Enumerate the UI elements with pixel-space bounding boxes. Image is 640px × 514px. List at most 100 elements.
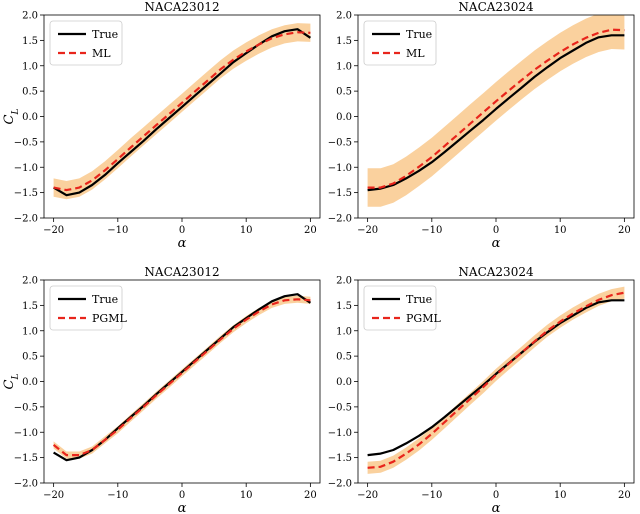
- data-point-ml: [233, 59, 235, 61]
- legend-label-ml: ML: [406, 47, 425, 60]
- data-point-true: [624, 300, 626, 302]
- chart-panel-2: −20 −10 0 10 20 −2.0 −1.5 −1.0 −0.5 0.0 0.5 1.0 1.5 2…: [328, 0, 635, 251]
- data-point-ml: [297, 32, 299, 34]
- y-tick-label: 1.0: [336, 61, 352, 72]
- data-point-ml: [117, 158, 119, 160]
- data-point-true: [598, 37, 600, 39]
- data-point-true: [367, 189, 369, 191]
- data-point-pgml: [220, 339, 222, 341]
- y-tick-label: 1.0: [22, 326, 38, 337]
- y-tick-label: −2.0: [14, 479, 38, 490]
- y-tick-label: 0.5: [22, 352, 38, 363]
- data-point-pgml: [405, 453, 407, 455]
- data-point-true: [457, 406, 459, 408]
- data-point-pgml: [53, 444, 55, 446]
- data-point-pgml: [457, 410, 459, 412]
- y-tick-label: −1.0: [14, 163, 38, 174]
- y-tick-label: −2.0: [328, 479, 352, 490]
- y-tick-label: 1.5: [22, 36, 38, 47]
- x-axis-label: α: [178, 236, 187, 251]
- chart-panel-4: −20 −10 0 10 20 −2.0 −1.5 −1.0 −0.5 0.0 0.5 1.0 1.5 2…: [328, 265, 635, 514]
- data-point-true: [470, 130, 472, 132]
- chart-title: NACA23024: [458, 265, 534, 279]
- y-tick-label: 0.0: [22, 377, 38, 388]
- data-point-pgml: [91, 449, 93, 451]
- data-point-true: [534, 76, 536, 78]
- y-tick-label: −1.0: [328, 428, 352, 439]
- data-point-pgml: [310, 300, 312, 302]
- data-point-true: [559, 57, 561, 59]
- data-point-ml: [482, 112, 484, 114]
- data-point-true: [495, 108, 497, 110]
- y-tick-label: −1.5: [14, 188, 38, 199]
- data-point-ml: [611, 29, 613, 31]
- data-point-ml: [521, 79, 523, 81]
- legend: True PGML: [363, 285, 441, 331]
- data-point-true: [53, 452, 55, 454]
- uncertainty-band-ml: [367, 15, 625, 207]
- data-point-pgml: [598, 299, 600, 301]
- data-point-pgml: [534, 341, 536, 343]
- data-point-true: [585, 42, 587, 44]
- y-axis-label: CL: [2, 109, 21, 125]
- y-tick-label: 1.5: [336, 301, 352, 312]
- legend-box: [363, 20, 437, 66]
- uncertainty-band-ml: [53, 23, 311, 200]
- data-point-pgml: [508, 363, 510, 365]
- data-point-pgml: [521, 352, 523, 354]
- data-point-true: [271, 36, 273, 38]
- data-point-true: [104, 174, 106, 176]
- y-tick-label: 0.5: [336, 87, 352, 98]
- legend-label-true: True: [406, 28, 432, 41]
- data-point-true: [143, 140, 145, 142]
- data-point-true: [194, 95, 196, 97]
- data-point-true: [66, 194, 68, 196]
- data-point-pgml: [297, 299, 299, 301]
- legend-box: [363, 285, 437, 331]
- data-point-ml: [495, 101, 497, 103]
- legend-label-true: True: [406, 293, 432, 306]
- data-point-pgml: [559, 321, 561, 323]
- data-point-pgml: [207, 350, 209, 352]
- data-point-true: [310, 302, 312, 304]
- legend-label-true: True: [92, 293, 118, 306]
- x-tick-label: 10: [554, 225, 567, 236]
- data-point-pgml: [418, 444, 420, 446]
- data-point-true: [181, 106, 183, 108]
- data-point-true: [611, 35, 613, 37]
- data-point-ml: [572, 44, 574, 46]
- data-point-ml: [508, 90, 510, 92]
- x-axis-label: α: [178, 501, 187, 514]
- data-point-ml: [310, 32, 312, 34]
- chart-panel-1: −20 −10 0 10 20 −2.0 −1.5 −1.0 −0.5 0.0 0.5 1.0 1.5 2…: [2, 0, 321, 251]
- series-line-pgml: [52, 298, 311, 457]
- data-point-ml: [470, 123, 472, 125]
- data-point-pgml: [168, 383, 170, 385]
- data-point-true: [405, 178, 407, 180]
- data-point-ml: [53, 187, 55, 189]
- data-point-ml: [393, 183, 395, 185]
- legend-label-pgml: PGML: [92, 312, 127, 325]
- data-point-true: [91, 184, 93, 186]
- data-point-true: [79, 192, 81, 194]
- y-tick-label: −1.0: [14, 428, 38, 439]
- y-tick-label: −0.5: [328, 402, 352, 413]
- data-point-ml: [104, 170, 106, 172]
- x-tick-label: −20: [357, 225, 378, 236]
- data-point-pgml: [572, 313, 574, 315]
- data-point-true: [585, 307, 587, 309]
- data-point-true: [598, 302, 600, 304]
- data-point-true: [258, 309, 260, 311]
- y-tick-label: 1.5: [336, 36, 352, 47]
- x-tick-label: 20: [304, 225, 317, 236]
- data-point-ml: [130, 147, 132, 149]
- data-point-ml: [624, 29, 626, 31]
- x-tick-label: 20: [618, 490, 631, 501]
- series-line-true: [53, 28, 312, 197]
- data-point-ml: [418, 166, 420, 168]
- x-tick-label: 20: [618, 225, 631, 236]
- data-point-ml: [547, 60, 549, 62]
- y-tick-label: −0.5: [14, 402, 38, 413]
- data-point-true: [418, 170, 420, 172]
